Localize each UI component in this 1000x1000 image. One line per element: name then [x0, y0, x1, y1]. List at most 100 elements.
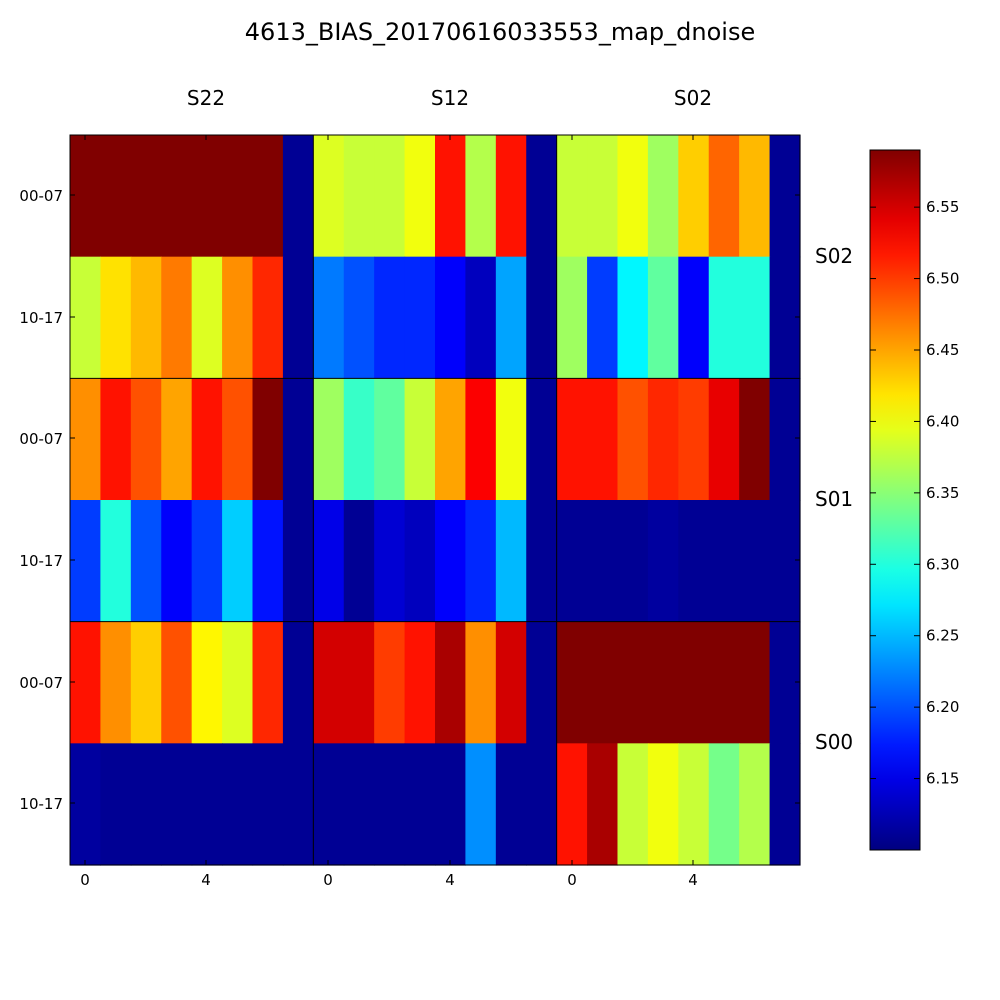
- colorbar-tick-label: 6.55: [926, 198, 959, 216]
- x-tick-label: 0: [80, 871, 90, 889]
- heatmap-cell: [70, 256, 102, 379]
- row-label-s00: S00: [815, 730, 853, 754]
- heatmap-cell: [282, 378, 314, 501]
- heatmap-cell: [769, 135, 801, 258]
- heatmap-cell: [678, 621, 710, 744]
- column-label-s22: S22: [187, 86, 225, 110]
- heatmap-cell: [191, 743, 223, 866]
- heatmap-cell: [739, 621, 771, 744]
- heatmap-cell: [678, 378, 710, 501]
- heatmap-cell: [678, 500, 710, 623]
- heatmap-cell: [435, 256, 467, 379]
- heatmap-cell: [647, 621, 679, 744]
- heatmap-cell: [222, 378, 254, 501]
- column-label-s02: S02: [674, 86, 712, 110]
- heatmap-cell: [617, 378, 649, 501]
- heatmap-cell: [161, 743, 193, 866]
- heatmap-cell: [191, 256, 223, 379]
- x-tick-label: 4: [201, 871, 211, 889]
- heatmap-cell: [769, 500, 801, 623]
- heatmap-cell: [100, 378, 132, 501]
- colorbar-tick-label: 6.50: [926, 270, 959, 288]
- heatmap-cell: [526, 256, 558, 379]
- heatmap-cell: [374, 621, 406, 744]
- heatmap-cell: [404, 378, 436, 501]
- heatmap-cell: [495, 743, 527, 866]
- plot-frame: [69, 134, 801, 866]
- heatmap-cell: [495, 256, 527, 379]
- heatmap-cell: [343, 256, 375, 379]
- x-tick-label: 0: [323, 871, 333, 889]
- heatmap-cell: [222, 743, 254, 866]
- colorbar-tick-label: 6.25: [926, 627, 959, 645]
- heatmap-cell: [313, 500, 345, 623]
- heatmap-cell: [526, 135, 558, 258]
- heatmap-cell: [404, 743, 436, 866]
- heatmap-cell: [374, 500, 406, 623]
- heatmap-cell: [313, 621, 345, 744]
- colorbar-tick-label: 6.15: [926, 770, 959, 788]
- heatmap-cell: [587, 621, 619, 744]
- heatmap-cell: [191, 135, 223, 258]
- heatmap-cells: [70, 135, 801, 866]
- heatmap-cell: [647, 256, 679, 379]
- heatmap-cell: [191, 378, 223, 501]
- heatmap-cell: [526, 743, 558, 866]
- heatmap-cell: [435, 621, 467, 744]
- heatmap-cell: [100, 743, 132, 866]
- colorbar-tick-label: 6.40: [926, 412, 959, 430]
- heatmap-cell: [130, 378, 162, 501]
- heatmap-cell: [161, 135, 193, 258]
- heatmap-cell: [708, 378, 740, 501]
- heatmap-cell: [587, 743, 619, 866]
- heatmap-cell: [708, 135, 740, 258]
- y-tick-label: 00-07: [19, 674, 63, 692]
- panel-grid: [69, 134, 801, 866]
- heatmap-cell: [343, 500, 375, 623]
- heatmap-cell: [252, 256, 284, 379]
- heatmap-cell: [556, 500, 588, 623]
- heatmap-cell: [404, 621, 436, 744]
- heatmap-cell: [587, 500, 619, 623]
- heatmap-cell: [282, 621, 314, 744]
- chart-title: 4613_BIAS_20170616033553_map_dnoise: [245, 18, 755, 46]
- heatmap-cell: [587, 256, 619, 379]
- x-tick-label: 4: [688, 871, 698, 889]
- heatmap-cell: [495, 500, 527, 623]
- heatmap-cell: [708, 500, 740, 623]
- heatmap-cell: [70, 621, 102, 744]
- y-tick-label: 10-17: [19, 795, 63, 813]
- heatmap-cell: [556, 621, 588, 744]
- colorbar-tick-label: 6.45: [926, 341, 959, 359]
- y-tick-label: 10-17: [19, 309, 63, 327]
- heatmap-cell: [161, 500, 193, 623]
- y-tick-label: 00-07: [19, 430, 63, 448]
- heatmap-cell: [252, 621, 284, 744]
- heatmap-cell: [617, 621, 649, 744]
- heatmap-cell: [130, 621, 162, 744]
- heatmap-cell: [222, 135, 254, 258]
- heatmap-cell: [343, 621, 375, 744]
- heatmap-cell: [313, 135, 345, 258]
- heatmap-cell: [374, 256, 406, 379]
- heatmap-cell: [100, 135, 132, 258]
- heatmap-cell: [526, 378, 558, 501]
- heatmap-cell: [282, 135, 314, 258]
- heatmap-cell: [404, 256, 436, 379]
- heatmap-cell: [465, 378, 497, 501]
- heatmap-cell: [739, 500, 771, 623]
- heatmap-cell: [617, 743, 649, 866]
- heatmap-cell: [282, 743, 314, 866]
- heatmap-cell: [282, 500, 314, 623]
- colorbar-tick-label: 6.35: [926, 484, 959, 502]
- colorbar: 6.15 6.20 6.25 6.30 6.35 6.40 6.45 6.50 6.55: [869, 149, 959, 851]
- heatmap-cell: [617, 500, 649, 623]
- heatmap-cell: [100, 256, 132, 379]
- heatmap-cell: [465, 621, 497, 744]
- heatmap-cell: [647, 500, 679, 623]
- heatmap-cell: [739, 256, 771, 379]
- heatmap-cell: [769, 743, 801, 866]
- y-tick-label: 10-17: [19, 552, 63, 570]
- heatmap-cell: [313, 256, 345, 379]
- heatmap-cell: [435, 743, 467, 866]
